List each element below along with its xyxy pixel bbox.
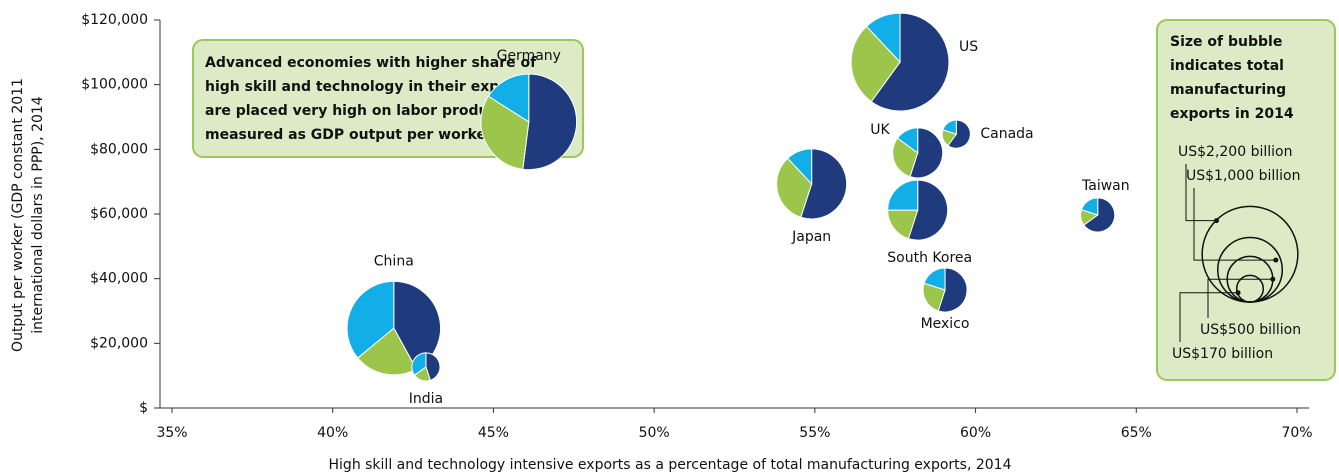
annotation-text: high skill and technology in their expor… bbox=[205, 79, 531, 95]
x-tick-label: 65% bbox=[1121, 425, 1152, 441]
bubble bbox=[850, 12, 950, 112]
x-tick-label: 70% bbox=[1281, 425, 1312, 441]
pie-slice bbox=[887, 179, 919, 211]
y-tick-label: $120,000 bbox=[81, 12, 148, 28]
size-legend-dot bbox=[1235, 290, 1241, 296]
pie-slice bbox=[865, 12, 901, 64]
size-legend-title: Size of bubble bbox=[1170, 34, 1282, 50]
pie-slice bbox=[425, 352, 441, 381]
size-legend-leader bbox=[1193, 188, 1276, 261]
bubble-label: US bbox=[959, 39, 978, 55]
size-legend-circle bbox=[1235, 274, 1265, 303]
pie-slice bbox=[1080, 197, 1099, 216]
bubble-label: Mexico bbox=[921, 316, 970, 332]
x-tick-label: 50% bbox=[639, 425, 670, 441]
size-legend-box bbox=[1156, 19, 1336, 381]
size-legend-leader bbox=[1179, 292, 1239, 342]
size-legend-title: manufacturing bbox=[1170, 82, 1286, 98]
y-tick-label: $ bbox=[139, 400, 148, 416]
annotation-text: measured as GDP output per worker bbox=[205, 127, 493, 143]
size-legend-title: exports in 2014 bbox=[1170, 106, 1294, 122]
pie-slice bbox=[800, 148, 848, 220]
bubble-label: Canada bbox=[980, 126, 1033, 142]
bubble bbox=[892, 127, 944, 179]
pie-slice bbox=[786, 148, 813, 186]
x-tick-label: 45% bbox=[478, 425, 509, 441]
bubble bbox=[346, 280, 442, 376]
y-tick-label: $20,000 bbox=[90, 335, 148, 351]
pie-slice bbox=[487, 73, 530, 123]
size-legend-dot bbox=[1270, 276, 1276, 282]
pie-slice bbox=[776, 157, 813, 218]
pie-slice bbox=[892, 137, 919, 178]
pie-slice bbox=[947, 119, 971, 149]
pie-slice bbox=[870, 12, 950, 112]
size-legend-dot bbox=[1273, 257, 1279, 263]
bubble-label: China bbox=[374, 253, 414, 269]
size-legend-label: US$2,200 billion bbox=[1178, 144, 1292, 160]
bubble bbox=[776, 148, 848, 220]
x-tick-label: 40% bbox=[317, 425, 348, 441]
size-legend-label: US$170 billion bbox=[1172, 346, 1273, 362]
bubble bbox=[887, 179, 949, 241]
x-tick-label: 55% bbox=[799, 425, 830, 441]
x-axis-label: High skill and technology intensive expo… bbox=[329, 457, 1012, 473]
bubble-label: South Korea bbox=[887, 250, 972, 266]
bubble bbox=[922, 267, 968, 313]
pie-slice bbox=[887, 209, 919, 240]
size-legend-dot bbox=[1214, 218, 1220, 224]
size-legend-label: US$1,000 billion bbox=[1186, 168, 1300, 184]
bubble bbox=[411, 352, 441, 382]
annotation-text: Advanced economies with higher share of bbox=[205, 55, 537, 71]
pie-slice bbox=[1083, 197, 1116, 233]
bubble bbox=[941, 119, 971, 149]
pie-slice bbox=[411, 352, 427, 376]
bubble-label: India bbox=[409, 391, 443, 407]
pie-slice bbox=[850, 25, 901, 103]
y-axis-label: Output per worker (GDP constant 2011 bbox=[10, 78, 26, 352]
pie-slice bbox=[942, 119, 957, 135]
bubble bbox=[480, 73, 578, 171]
y-tick-label: $80,000 bbox=[90, 141, 148, 157]
pie-slice bbox=[922, 282, 946, 312]
pie-slice bbox=[907, 179, 949, 241]
y-tick-label: $60,000 bbox=[90, 206, 148, 222]
bubble-label: Japan bbox=[791, 229, 831, 245]
pie-slice bbox=[923, 267, 946, 291]
pie-slice bbox=[896, 127, 919, 154]
bubble-label: Germany bbox=[497, 48, 561, 64]
x-tick-label: 35% bbox=[156, 425, 187, 441]
pie-slice bbox=[346, 280, 395, 359]
size-legend-title: indicates total bbox=[1170, 58, 1284, 74]
bubble-label: UK bbox=[870, 122, 890, 138]
size-legend-label: US$500 billion bbox=[1200, 322, 1301, 338]
bubble-label: Taiwan bbox=[1081, 178, 1130, 194]
y-tick-label: $100,000 bbox=[81, 77, 148, 93]
bubble bbox=[1080, 197, 1116, 233]
annotation-text: are placed very high on labor productivi… bbox=[205, 103, 538, 119]
size-legend-leader bbox=[1207, 278, 1273, 318]
size-legend-leader bbox=[1185, 164, 1217, 222]
y-tick-label: $40,000 bbox=[90, 271, 148, 287]
y-axis-label: international dollars in PPP), 2014 bbox=[30, 96, 46, 333]
pie-slice bbox=[522, 73, 578, 171]
x-tick-label: 60% bbox=[960, 425, 991, 441]
